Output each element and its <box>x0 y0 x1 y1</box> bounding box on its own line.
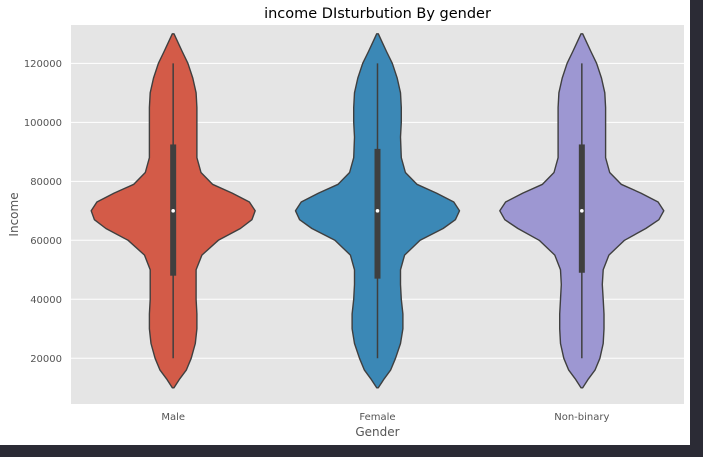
violins <box>90 33 665 389</box>
y-tick-label: 20000 <box>30 354 62 365</box>
window-edge-bottom <box>0 445 703 457</box>
y-axis-label: Income <box>7 192 21 236</box>
y-tick-label: 40000 <box>30 295 62 306</box>
chart-title: income DIsturbution By gender <box>264 6 491 22</box>
window-edge-right <box>690 0 703 457</box>
violin-median-point <box>375 209 380 213</box>
x-tick-label: Non-binary <box>554 412 609 423</box>
x-tick-label: Male <box>161 412 185 423</box>
x-tick-label: Female <box>359 412 395 423</box>
x-axis-label: Gender <box>355 425 399 439</box>
x-tick-labels: Male Female Non-binary <box>161 412 609 423</box>
y-tick-labels: 20000 40000 60000 80000 100000 120000 <box>24 59 62 365</box>
violin-iqr-box <box>374 148 381 279</box>
y-tick-label: 60000 <box>30 236 62 247</box>
y-tick-label: 80000 <box>30 177 62 188</box>
y-tick-label: 120000 <box>24 59 62 70</box>
violin-iqr-box <box>578 144 585 273</box>
y-tick-label: 100000 <box>24 118 62 129</box>
violin-median-point <box>580 209 584 213</box>
violin-median-point <box>171 209 175 213</box>
